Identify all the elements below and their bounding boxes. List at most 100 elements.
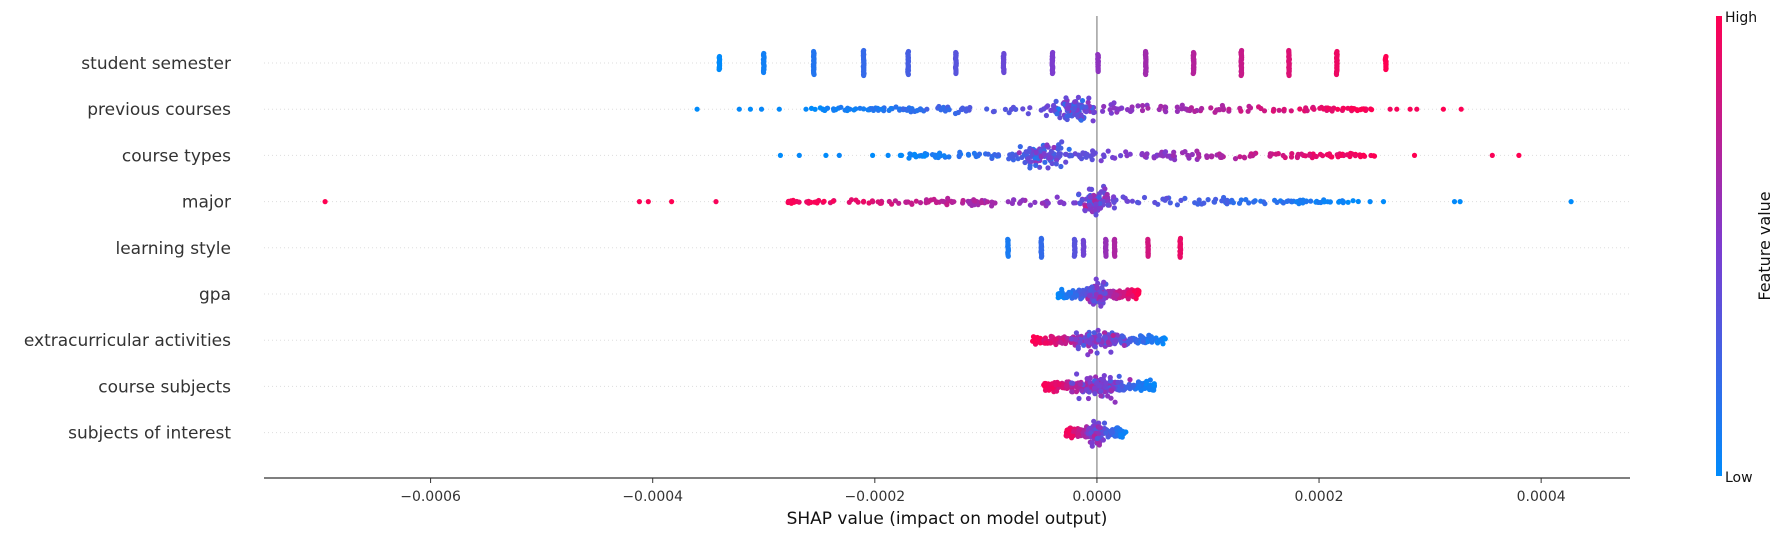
data-point	[1286, 72, 1292, 79]
x-axis-ticks: −0.0006 −0.0004 −0.0002 0.0000 0.0002 0.0004	[400, 478, 1566, 505]
data-point	[984, 199, 991, 205]
data-point	[1074, 371, 1080, 377]
data-point	[1069, 389, 1075, 395]
data-point	[1457, 199, 1463, 205]
data-point	[1095, 68, 1101, 75]
data-point	[1006, 156, 1012, 162]
data-point	[645, 199, 651, 205]
data-point	[1125, 198, 1131, 204]
data-point	[1360, 106, 1367, 112]
data-point	[1451, 199, 1458, 205]
data-point	[1076, 395, 1082, 402]
data-point	[992, 200, 998, 206]
data-point	[1107, 289, 1113, 295]
data-point	[1162, 336, 1168, 342]
data-point	[1288, 108, 1294, 114]
data-point	[1078, 117, 1084, 123]
colorbar-low-label: Low	[1725, 470, 1753, 486]
data-point	[1199, 201, 1205, 207]
data-point	[1150, 387, 1156, 393]
data-point	[1051, 144, 1057, 151]
data-point	[1102, 335, 1108, 341]
data-point	[1046, 155, 1053, 161]
data-point	[985, 151, 991, 157]
data-point	[823, 152, 829, 158]
data-point	[1117, 288, 1123, 294]
data-point	[1083, 104, 1089, 110]
data-point	[1151, 381, 1157, 387]
data-point	[1068, 152, 1074, 158]
data-point	[1185, 153, 1192, 159]
data-point	[1039, 200, 1045, 206]
data-point	[1065, 101, 1071, 107]
data-point	[851, 107, 857, 113]
data-point	[1005, 253, 1011, 259]
data-point	[1182, 149, 1188, 155]
data-point	[1219, 153, 1225, 159]
data-point	[928, 197, 934, 203]
data-point	[1192, 108, 1198, 114]
data-point	[1489, 152, 1495, 158]
data-point	[1042, 340, 1048, 346]
data-point	[1136, 383, 1142, 389]
data-point	[1407, 106, 1413, 112]
data-point	[1063, 159, 1069, 165]
data-point	[1211, 199, 1218, 205]
data-point	[1105, 339, 1111, 345]
data-point	[903, 199, 909, 205]
data-point	[921, 153, 928, 159]
data-point	[953, 70, 959, 77]
data-point	[636, 199, 643, 205]
data-point	[1146, 332, 1152, 338]
data-point	[1096, 194, 1102, 200]
data-point	[1297, 106, 1303, 112]
data-point	[1013, 106, 1019, 112]
data-point	[830, 106, 837, 112]
data-point	[1276, 107, 1282, 113]
data-point	[1087, 293, 1093, 299]
data-point	[1091, 385, 1098, 391]
data-point	[1134, 199, 1141, 205]
data-point	[777, 152, 784, 158]
data-point	[1066, 146, 1072, 152]
data-point	[1341, 105, 1347, 111]
data-point	[1055, 146, 1061, 152]
data-point	[1101, 420, 1108, 426]
data-point	[1182, 195, 1188, 201]
colorbar-title: Feature value	[1755, 191, 1774, 300]
data-point	[1143, 71, 1149, 78]
data-point	[1101, 152, 1107, 158]
data-point	[913, 198, 919, 204]
data-point	[1115, 379, 1121, 385]
data-point	[1440, 106, 1446, 112]
data-point	[796, 152, 802, 158]
data-point	[1516, 152, 1522, 158]
data-point	[1141, 194, 1148, 201]
data-point	[1124, 384, 1130, 390]
data-point	[1042, 387, 1049, 393]
data-point	[1120, 334, 1126, 340]
data-point	[1091, 418, 1097, 424]
data-point	[1085, 99, 1091, 105]
data-point	[811, 71, 817, 78]
x-tick-label: −0.0004	[622, 489, 683, 505]
data-point	[1054, 111, 1060, 117]
data-point	[971, 150, 978, 156]
feature-label: major	[182, 193, 231, 213]
feature-labels: student semester previous courses course t…	[24, 54, 231, 444]
data-point	[1280, 200, 1286, 206]
data-point	[1042, 159, 1048, 165]
data-point	[1118, 432, 1124, 438]
data-point	[1134, 292, 1140, 298]
data-point	[1032, 199, 1038, 205]
data-point	[1089, 157, 1095, 163]
data-point	[836, 152, 842, 158]
data-point	[1303, 199, 1309, 205]
data-point	[1096, 191, 1102, 197]
data-point	[1178, 197, 1184, 203]
data-point	[1030, 334, 1037, 340]
data-point	[1093, 276, 1099, 282]
data-point	[1149, 339, 1155, 345]
data-point	[1329, 108, 1335, 114]
data-point	[1020, 197, 1026, 203]
